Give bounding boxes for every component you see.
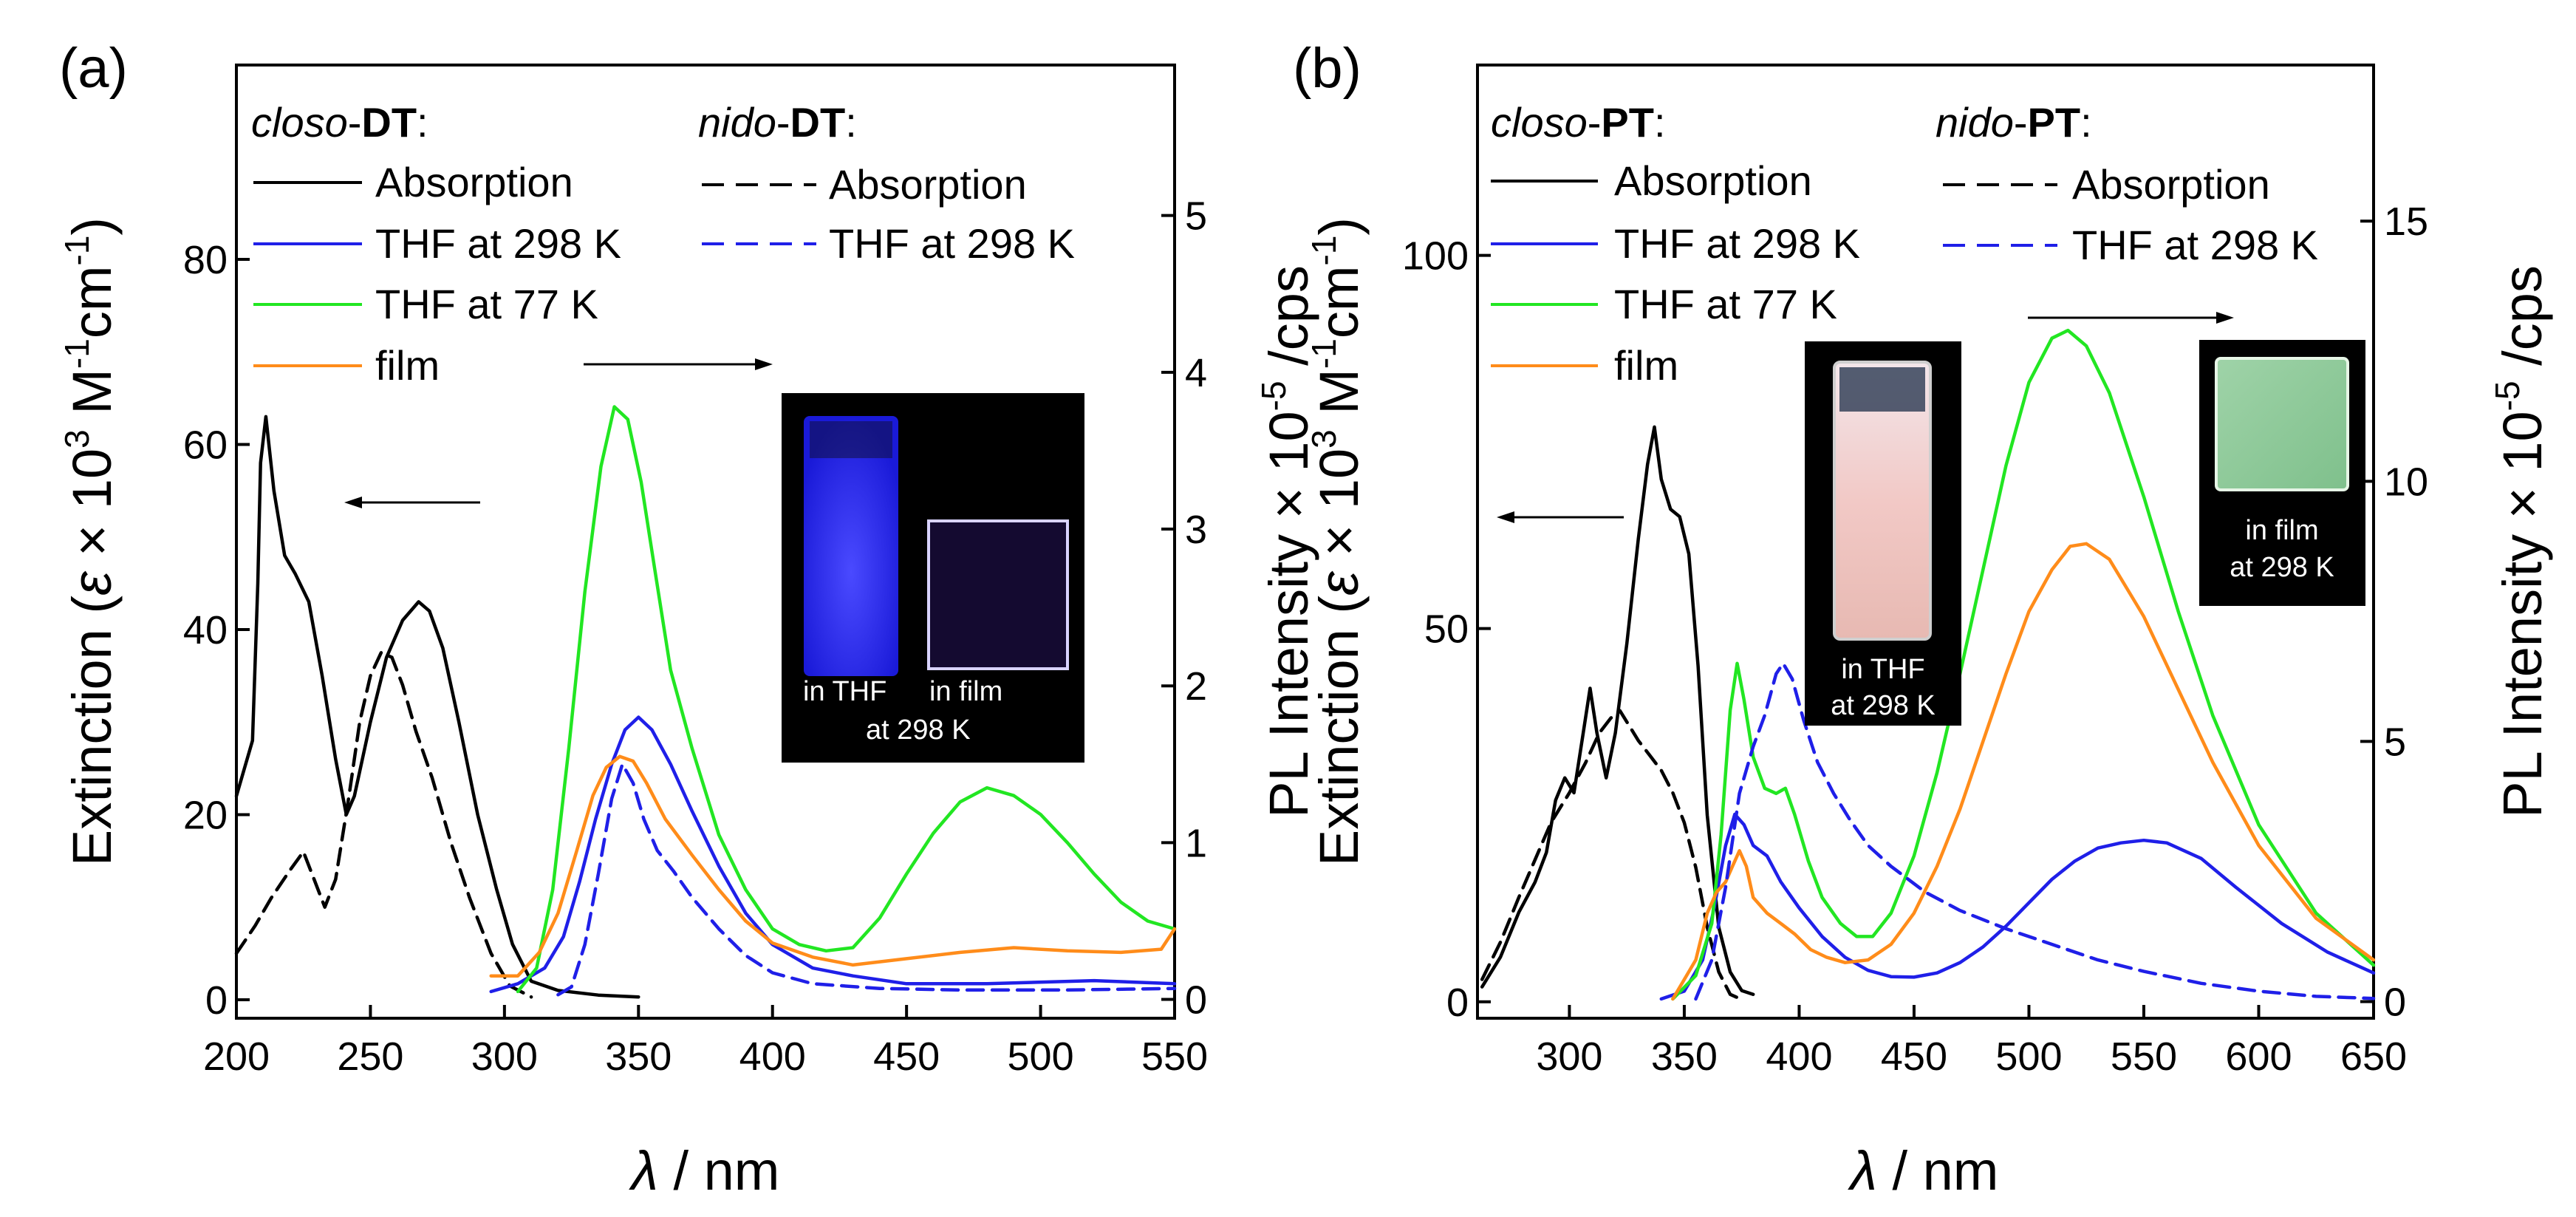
legend-closo-thf298-a: THF at 298 K <box>375 220 621 267</box>
y-right-tick-label-a-4: 4 <box>1185 351 1207 395</box>
y-left-tick-label-a-0: 0 <box>205 978 228 1023</box>
x-tick-label-a-3: 350 <box>605 1034 672 1079</box>
inset-photo-b-left: in THF at 298 K <box>1805 341 1961 726</box>
inset-label-temp-b-left: at 298 K <box>1831 690 1936 721</box>
series-b-closo-thf-at-298-k <box>1659 812 2376 1001</box>
legend-closo-thf77-b: THF at 77 K <box>1614 281 1837 327</box>
y-axis-left-label-a: Extinction (ε × 103 M-1cm-1) <box>58 217 123 866</box>
legend-closo-head-b: closo-PT: <box>1491 99 1666 146</box>
y-right-tick-label-b-1: 5 <box>2384 720 2406 764</box>
y-right-tick-label-a-2: 2 <box>1185 664 1207 709</box>
y-left-tick-label-a-1: 20 <box>183 793 228 837</box>
y-left-tick-label-b-1: 50 <box>1424 607 1469 652</box>
legend-a: closo-DT: nido-DT: Absorption THF at 298… <box>251 99 1075 389</box>
arrow-left-b <box>1497 511 1624 523</box>
panel-a: (a) 200 250 300 350 400 450 500 550020406080012… <box>58 37 1319 1201</box>
y-right-tick-label-a-5: 5 <box>1185 194 1207 239</box>
series-b-closo-thf-at-77-k <box>1671 328 2376 1001</box>
x-tick-label-b-3: 450 <box>1881 1034 1947 1079</box>
inset-label-thf-b: in THF <box>1841 654 1924 685</box>
ticks-a: 200 250 300 350 400 450 500 550 0 20 40 60 80 0 1 2 3 4 5 <box>183 194 1208 1079</box>
ticks-b: 300 350 400 450 500 550 600 650 0 50 100 0 5 10 15 <box>1402 200 2428 1079</box>
x-axis-label-a: λ / nm <box>629 1140 780 1201</box>
x-tick-label-a-6: 500 <box>1008 1034 1074 1079</box>
series-a-closo-thf-at-298-k <box>489 715 1177 994</box>
y-left-tick-label-a-2: 40 <box>183 608 228 652</box>
inset-photo-a: in THF in film at 298 K <box>782 393 1084 763</box>
inset-label-film-a: in film <box>929 676 1002 707</box>
panel-label-b: (b) <box>1293 37 1362 100</box>
x-tick-label-a-5: 450 <box>873 1034 940 1079</box>
x-tick-label-b-0: 300 <box>1536 1034 1602 1079</box>
y-right-tick-label-a-3: 3 <box>1185 508 1207 552</box>
legend-closo-thf77-a: THF at 77 K <box>375 281 598 327</box>
x-tick-label-b-2: 400 <box>1766 1034 1832 1079</box>
inset-label-temp-b-right: at 298 K <box>2230 552 2334 583</box>
curves-b <box>1480 328 2376 1001</box>
series-b-closo-absorption <box>1480 425 1755 996</box>
x-tick-label-b-5: 550 <box>2111 1034 2177 1079</box>
x-axis-label-b: λ / nm <box>1848 1140 1999 1201</box>
legend-nido-head-a: nido-DT: <box>698 99 857 146</box>
x-tick-label-b-1: 350 <box>1651 1034 1718 1079</box>
y-axis-left-label-b: Extinction (ε × 103 M-1cm-1) <box>1305 217 1370 866</box>
y-left-tick-label-a-3: 60 <box>183 423 228 467</box>
y-right-tick-label-b-2: 10 <box>2384 460 2428 504</box>
x-tick-label-a-2: 300 <box>471 1034 538 1079</box>
plot-frame-a <box>235 64 1176 1020</box>
series-a-closo-film <box>489 754 1177 978</box>
x-tick-label-a-0: 200 <box>203 1034 270 1079</box>
x-tick-label-b-7: 650 <box>2340 1034 2407 1079</box>
series-a-nido-thf-at-298-k <box>556 763 1177 997</box>
film-square-a <box>927 519 1069 670</box>
legend-nido-abs-b: Absorption <box>2072 161 2270 208</box>
series-a-closo-thf-at-77-k <box>516 405 1177 994</box>
series-a-nido-absorption <box>234 651 533 999</box>
inset-label-film-b: in film <box>2245 515 2318 546</box>
y-right-tick-label-b-3: 15 <box>2384 200 2428 244</box>
legend-closo-abs-b: Absorption <box>1614 157 1812 204</box>
legend-closo-thf298-b: THF at 298 K <box>1614 220 1860 267</box>
x-tick-label-a-4: 400 <box>739 1034 806 1079</box>
y-left-tick-label-b-2: 100 <box>1402 234 1469 279</box>
film-square-b <box>2215 357 2349 491</box>
y-right-tick-label-a-1: 1 <box>1185 821 1207 865</box>
x-tick-label-b-6: 600 <box>2225 1034 2292 1079</box>
inset-label-thf-a: in THF <box>803 676 886 707</box>
plot-frame-b <box>1476 64 2375 1020</box>
panel-b: (b) 300 350 400 450 500 550 600 650 0 50 100 0 5 10 15… <box>1293 37 2553 1201</box>
arrow-right-b <box>2028 312 2234 324</box>
series-b-closo-film <box>1671 542 2376 1001</box>
x-tick-label-b-4: 500 <box>1995 1034 2062 1079</box>
legend-closo-film-b: film <box>1614 342 1678 389</box>
y-axis-right-label-a: PL Intensity × 10-5 /cps <box>1254 265 1319 818</box>
cuvette-a <box>804 416 898 676</box>
legend-closo-head-a: closo-DT: <box>251 99 428 146</box>
x-tick-label-a-7: 550 <box>1141 1034 1208 1079</box>
arrow-right-a <box>584 358 773 370</box>
cuvette-b <box>1833 361 1932 641</box>
series-b-nido-thf-at-298-k <box>1694 661 2376 1001</box>
legend-nido-abs-a: Absorption <box>829 161 1027 208</box>
legend-closo-abs-a: Absorption <box>375 159 573 205</box>
y-right-tick-label-b-0: 0 <box>2384 980 2406 1024</box>
y-right-tick-label-a-0: 0 <box>1185 978 1207 1023</box>
x-tick-label-a-1: 250 <box>337 1034 403 1079</box>
curves-a <box>234 405 1177 999</box>
y-axis-right-label-b: PL Intensity × 10-5 /cps <box>2488 265 2553 818</box>
legend-closo-film-a: film <box>375 342 440 389</box>
panel-label-a: (a) <box>59 37 128 100</box>
y-left-tick-label-b-0: 0 <box>1446 981 1469 1025</box>
series-a-closo-absorption <box>234 415 640 999</box>
y-left-tick-label-a-4: 80 <box>183 238 228 282</box>
legend-b: closo-PT: nido-PT: Absorption THF at 298… <box>1491 99 2318 389</box>
legend-nido-thf298-b: THF at 298 K <box>2072 222 2318 268</box>
legend-nido-thf298-a: THF at 298 K <box>829 220 1075 267</box>
inset-label-temp-a: at 298 K <box>866 715 971 746</box>
legend-nido-head-b: nido-PT: <box>1936 99 2092 146</box>
inset-photo-b-right: in film at 298 K <box>2199 340 2365 606</box>
arrow-left-a <box>344 497 480 508</box>
